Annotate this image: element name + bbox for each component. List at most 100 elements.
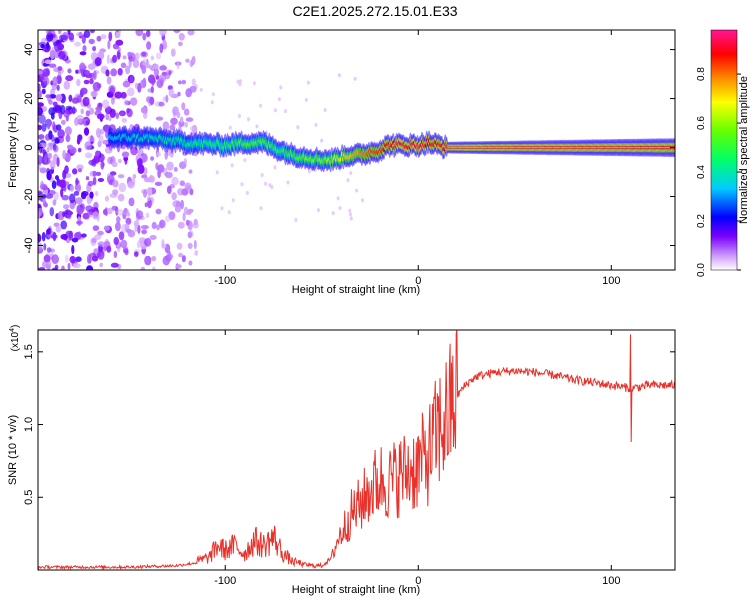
noise-blob xyxy=(102,139,110,145)
noise-blob xyxy=(141,52,147,57)
noise-blob xyxy=(151,256,157,262)
colorbar-label: Normalized spectral amplitude xyxy=(738,76,750,224)
noise-blob xyxy=(157,168,162,179)
noise-blob xyxy=(161,239,165,249)
noise-blob xyxy=(140,225,149,230)
noise-blob xyxy=(41,88,46,95)
noise-blob xyxy=(145,64,152,69)
noise-speck xyxy=(227,210,231,215)
noise-blob xyxy=(155,162,159,170)
noise-blob xyxy=(72,106,76,115)
noise-blob xyxy=(93,70,97,81)
noise-blob xyxy=(134,52,140,60)
noise-blob xyxy=(76,78,81,87)
snr-plot-area xyxy=(38,330,675,570)
noise-blob xyxy=(85,205,94,212)
noise-blob xyxy=(38,143,42,150)
noise-blob xyxy=(71,237,79,243)
noise-speck xyxy=(273,108,277,113)
noise-blob xyxy=(137,224,141,234)
noise-speck xyxy=(337,73,341,78)
noise-blob xyxy=(61,265,65,270)
noise-blob xyxy=(38,102,44,107)
noise-blob xyxy=(43,154,48,165)
noise-blob xyxy=(96,127,101,138)
noise-blob xyxy=(115,221,121,232)
noise-blob xyxy=(93,154,101,164)
noise-blob xyxy=(80,233,87,238)
noise-blob xyxy=(166,161,174,171)
noise-blob xyxy=(40,43,45,49)
noise-blob xyxy=(88,38,95,45)
noise-blob xyxy=(159,219,166,229)
noise-blob xyxy=(58,51,66,60)
noise-blob xyxy=(103,225,110,231)
noise-blob xyxy=(140,79,147,89)
noise-blob xyxy=(181,79,187,85)
noise-blob xyxy=(89,30,95,34)
noise-speck xyxy=(348,212,352,217)
noise-blob xyxy=(102,209,108,215)
noise-blob xyxy=(96,35,102,42)
noise-blob xyxy=(38,242,43,250)
noise-blob xyxy=(38,155,43,165)
noise-blob xyxy=(185,219,190,226)
noise-blob xyxy=(74,41,81,47)
noise-blob xyxy=(55,226,62,233)
noise-blob xyxy=(97,230,104,236)
noise-blob xyxy=(140,106,147,114)
noise-blob xyxy=(170,48,176,57)
noise-blob xyxy=(60,233,68,240)
noise-blob xyxy=(177,221,185,229)
noise-blob xyxy=(61,119,66,125)
noise-blob xyxy=(143,112,148,119)
noise-blob xyxy=(73,190,80,196)
noise-blob xyxy=(38,89,42,99)
noise-blob xyxy=(79,51,87,56)
noise-blob xyxy=(65,134,71,143)
noise-blob xyxy=(172,200,181,208)
noise-blob xyxy=(117,193,125,202)
noise-blob xyxy=(162,121,170,131)
noise-blob xyxy=(156,224,160,231)
noise-blob xyxy=(76,220,83,225)
noise-blob xyxy=(56,124,62,131)
noise-blob xyxy=(110,262,119,268)
noise-blob xyxy=(95,150,100,157)
noise-blob xyxy=(85,176,90,181)
noise-blob xyxy=(155,52,162,60)
noise-blob xyxy=(41,123,47,132)
noise-blob xyxy=(95,106,103,112)
noise-blob xyxy=(178,33,185,41)
noise-blob xyxy=(46,146,50,153)
noise-blob xyxy=(51,254,59,265)
noise-speck xyxy=(231,198,235,203)
noise-blob xyxy=(67,30,71,36)
noise-blob xyxy=(109,108,116,119)
noise-blob xyxy=(41,185,48,191)
noise-blob xyxy=(38,124,42,131)
noise-blob xyxy=(187,231,193,239)
noise-blob xyxy=(171,192,177,201)
noise-blob xyxy=(151,221,157,230)
noise-blob xyxy=(181,255,186,263)
noise-blob xyxy=(116,216,121,224)
noise-blob xyxy=(50,234,58,240)
noise-blob xyxy=(155,208,162,215)
noise-blob xyxy=(76,207,84,215)
noise-blob xyxy=(85,110,91,117)
noise-blob xyxy=(47,152,52,159)
noise-blob xyxy=(159,43,164,54)
noise-blob xyxy=(62,169,67,180)
noise-speck xyxy=(240,182,244,187)
noise-blob xyxy=(38,83,41,92)
noise-blob xyxy=(112,43,120,50)
noise-speck xyxy=(323,108,327,112)
noise-blob xyxy=(87,135,95,142)
noise-blob xyxy=(84,152,93,159)
noise-blob xyxy=(180,199,185,210)
noise-blob xyxy=(153,67,159,77)
noise-blob xyxy=(126,87,135,97)
noise-blob xyxy=(150,86,154,94)
noise-blob xyxy=(51,134,55,143)
